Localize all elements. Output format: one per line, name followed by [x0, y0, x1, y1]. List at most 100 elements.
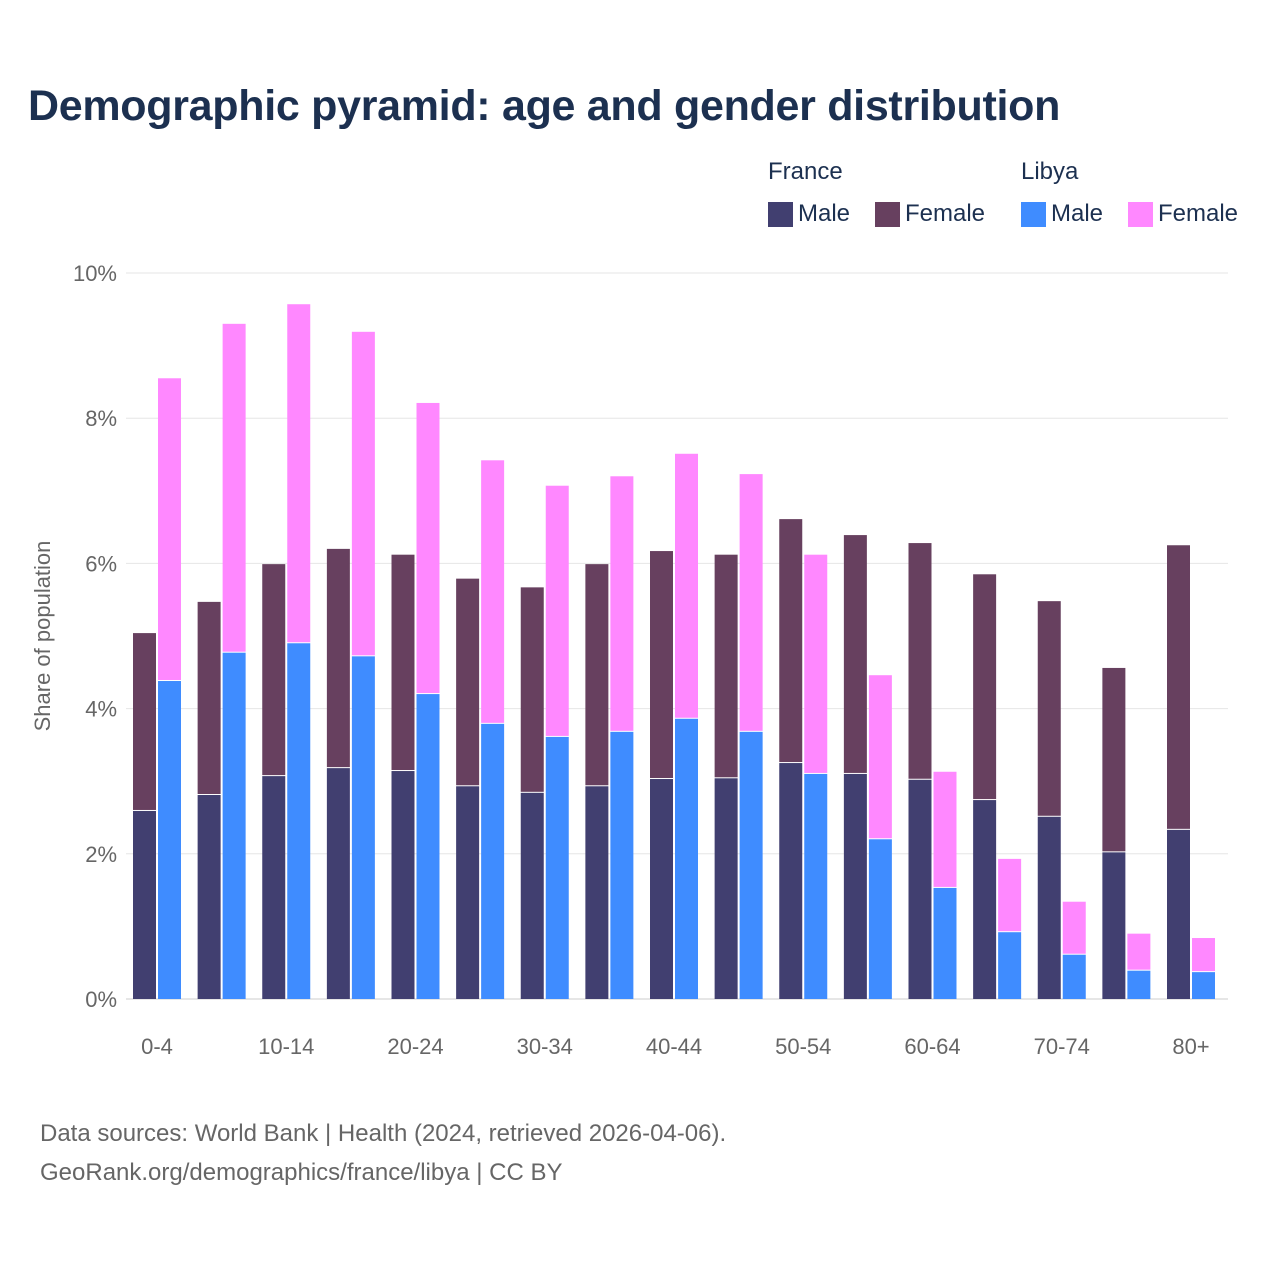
bar-france-female: [262, 564, 286, 776]
legend-item-france-female[interactable]: Female: [875, 200, 985, 228]
bar-france-male: [973, 800, 997, 999]
bar-libya-male: [610, 731, 634, 999]
bar-libya-male: [1192, 972, 1215, 999]
bar-france-male: [843, 773, 867, 999]
bar-france-female: [650, 551, 673, 779]
bar-libya-female: [675, 453, 698, 718]
bar-libya-female: [1192, 938, 1215, 972]
bar-france-female: [1037, 601, 1061, 816]
bar-france-male: [197, 794, 221, 999]
bar-france-male: [908, 779, 932, 999]
y-tick-label: 4%: [85, 697, 117, 722]
bar-libya-female: [610, 476, 634, 731]
bar-france-male: [520, 792, 544, 999]
legend-label: Male: [1051, 200, 1104, 227]
x-tick-label: 20-24: [387, 1034, 443, 1059]
bar-france-female: [456, 578, 480, 786]
bar-france-male: [1102, 852, 1126, 999]
x-tick-label: 0-4: [141, 1034, 173, 1059]
legend-group-libya: Libya: [1021, 158, 1079, 185]
bar-libya-female: [868, 675, 892, 839]
bar-france-female: [197, 601, 221, 794]
bar-france-female: [133, 633, 156, 810]
bar-libya-female: [222, 323, 246, 652]
bar-france-male: [585, 786, 609, 999]
bar-libya-female: [739, 474, 763, 731]
footer-sources: Data sources: World Bank | Health (2024,…: [40, 1120, 727, 1147]
bar-libya-female: [351, 331, 375, 656]
bar-france-female: [973, 574, 997, 800]
legend-item-libya-male[interactable]: Male: [1021, 200, 1103, 228]
bar-libya-female: [804, 554, 828, 773]
bar-france-male: [1167, 829, 1190, 999]
bar-libya-male: [1062, 954, 1086, 999]
bar-libya-female: [1062, 901, 1086, 954]
bar-libya-male: [998, 932, 1022, 999]
bar-france-male: [262, 776, 286, 999]
bar-france-female: [843, 535, 867, 773]
bar-libya-male: [675, 718, 698, 999]
legend-swatch: [768, 201, 793, 227]
bar-libya-male: [351, 656, 375, 999]
legend-label: Female: [1158, 200, 1239, 227]
bar-france-female: [391, 554, 415, 771]
legend-swatch: [875, 201, 900, 227]
legend-item-france-male[interactable]: Male: [768, 200, 850, 228]
bar-libya-male: [158, 681, 181, 999]
bar-libya-male: [933, 887, 957, 999]
bar-libya-male: [804, 773, 828, 999]
bar-libya-female: [1127, 933, 1151, 970]
bar-libya-female: [933, 771, 957, 887]
bar-france-male: [779, 763, 803, 999]
legend-label: Male: [798, 200, 851, 227]
y-tick-label: 8%: [85, 406, 117, 431]
bar-libya-female: [287, 304, 311, 643]
x-tick-label: 40-44: [646, 1034, 702, 1059]
bar-france-male: [1037, 816, 1061, 999]
legend-item-libya-female[interactable]: Female: [1128, 200, 1238, 228]
bar-libya-male: [416, 694, 440, 999]
bar-libya-female: [481, 460, 505, 723]
footer: Data sources: World Bank | Health (2024,…: [40, 1114, 726, 1192]
footer-credit: GeoRank.org/demographics/france/libya | …: [40, 1159, 563, 1186]
bar-libya-male: [739, 731, 763, 999]
bar-france-male: [456, 786, 480, 999]
bar-france-female: [585, 564, 609, 786]
bar-libya-male: [868, 839, 892, 999]
bar-france-male: [326, 768, 350, 999]
x-tick-label: 80+: [1172, 1034, 1209, 1059]
bar-france-female: [714, 554, 738, 778]
y-tick-label: 0%: [85, 987, 117, 1012]
x-tick-label: 10-14: [258, 1034, 314, 1059]
bar-libya-female: [545, 485, 569, 736]
x-tick-label: 70-74: [1034, 1034, 1090, 1059]
bar-france-male: [391, 771, 415, 999]
bar-libya-male: [222, 652, 246, 999]
bar-france-female: [1167, 545, 1190, 829]
x-tick-label: 60-64: [904, 1034, 960, 1059]
bar-france-female: [1102, 667, 1126, 852]
legend-group-france: France: [768, 158, 843, 185]
bar-libya-male: [1127, 970, 1151, 999]
y-tick-label: 6%: [85, 551, 117, 576]
bar-libya-female: [158, 378, 181, 681]
bar-libya-female: [416, 402, 440, 694]
bar-libya-male: [545, 736, 569, 999]
legend-swatch: [1128, 201, 1153, 227]
y-tick-label: 10%: [73, 261, 117, 286]
legend-label: Female: [905, 200, 986, 227]
bar-france-male: [133, 810, 156, 999]
bar-france-female: [326, 548, 350, 768]
y-axis-label: Share of population: [30, 541, 55, 732]
chart-title: Demographic pyramid: age and gender dist…: [28, 82, 1061, 130]
bar-libya-female: [998, 858, 1022, 932]
bar-france-male: [714, 778, 738, 999]
legend-swatch: [1021, 201, 1046, 227]
x-tick-label: 50-54: [775, 1034, 831, 1059]
bar-libya-male: [287, 643, 311, 999]
y-tick-label: 2%: [85, 842, 117, 867]
x-tick-label: 30-34: [517, 1034, 573, 1059]
bar-france-male: [650, 779, 673, 999]
bar-libya-male: [481, 723, 505, 999]
